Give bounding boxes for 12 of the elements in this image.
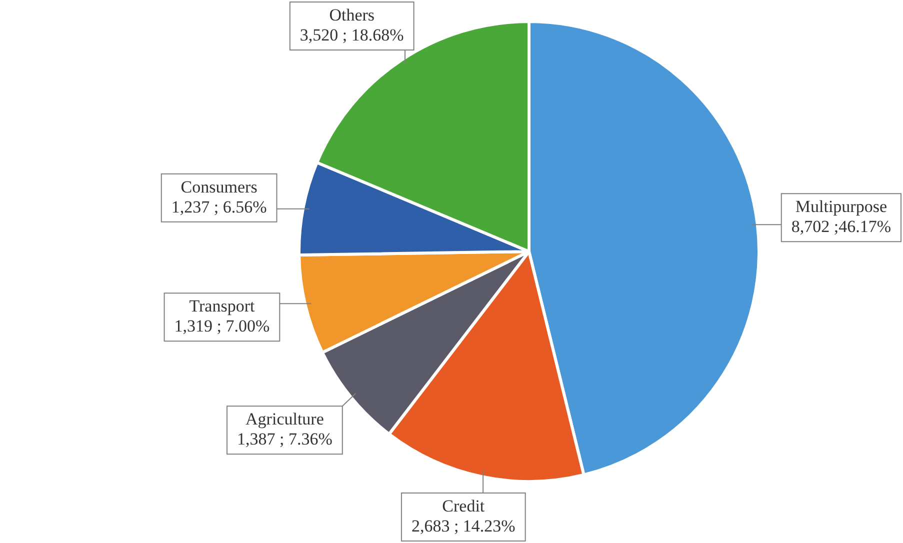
data-label: 1,237 ; 6.56% — [171, 197, 267, 216]
data-label: 1,387 ; 7.36% — [237, 430, 332, 449]
slice-label: Agriculture — [246, 410, 324, 429]
data-label: 1,319 ; 7.00% — [174, 316, 270, 336]
data-label: 8,702 ;46.17% — [791, 217, 892, 236]
slice-label: Others — [329, 5, 375, 24]
slice-label: Consumers — [180, 177, 258, 196]
data-label: 3,520 ; 18.68% — [300, 25, 404, 44]
slice-label: Transport — [189, 296, 255, 316]
data-label: 2,683 ; 14.23% — [411, 516, 516, 536]
slice-label: Credit — [442, 496, 485, 516]
slice-label: Multipurpose — [795, 197, 887, 216]
